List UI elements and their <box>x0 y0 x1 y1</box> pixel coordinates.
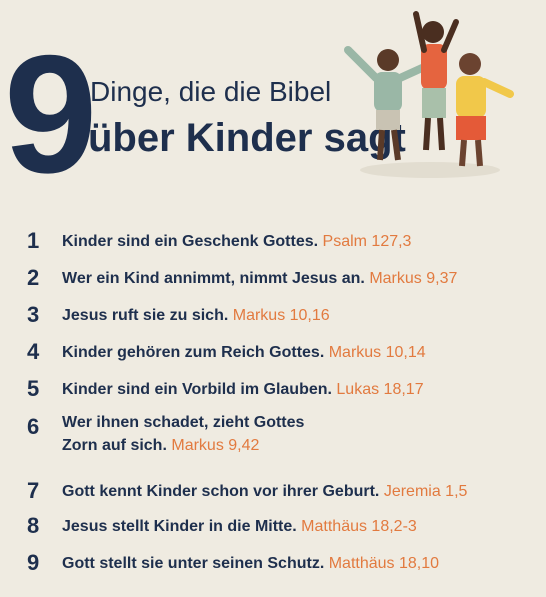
item-reference: Matthäus 18,2-3 <box>301 518 417 535</box>
item-line: Gott kennt Kinder schon vor ihrer Geburt… <box>62 483 380 500</box>
item-reference: Psalm 127,3 <box>322 233 412 250</box>
item-line: Kinder gehören zum Reich Gottes. <box>62 344 325 361</box>
item-text: Kinder sind ein Vorbild im Glauben. Luka… <box>62 378 424 401</box>
item-reference: Jeremia 1,5 <box>383 483 468 500</box>
item-reference: Markus 9,37 <box>369 270 458 287</box>
item-line: Zorn auf sich. <box>62 437 167 454</box>
item-line: Jesus stellt Kinder in die Mitte. <box>62 518 297 535</box>
item-number: 7 <box>27 478 40 503</box>
item-number: 5 <box>27 376 40 401</box>
item-number: 1 <box>27 228 40 253</box>
item-text: Gott stellt sie unter seinen Schutz. Mat… <box>62 552 439 575</box>
item-line: Kinder sind ein Vorbild im Glauben. <box>62 381 332 398</box>
item-number: 9 <box>27 550 40 575</box>
item-text: Jesus ruft sie zu sich. Markus 10,16 <box>62 304 330 327</box>
item-reference: Matthäus 18,10 <box>328 555 440 572</box>
item-text: Wer ein Kind annimmt, nimmt Jesus an. Ma… <box>62 267 457 290</box>
big-number: 9 <box>4 20 97 208</box>
item-text: Gott kennt Kinder schon vor ihrer Geburt… <box>62 480 467 503</box>
item-number: 4 <box>27 339 40 364</box>
title-line-1: Dinge, die die Bibel <box>90 76 332 107</box>
item-reference: Markus 10,14 <box>328 344 426 361</box>
item-line: Wer ihnen schadet, zieht Gottes <box>62 414 305 431</box>
item-reference: Markus 10,16 <box>232 307 330 324</box>
item-line: Jesus ruft sie zu sich. <box>62 307 229 324</box>
item-number: 3 <box>27 302 40 327</box>
title-line-2: über Kinder sagt <box>88 116 406 160</box>
item-line: Kinder sind ein Geschenk Gottes. <box>62 233 319 250</box>
item-line: Wer ein Kind annimmt, nimmt Jesus an. <box>62 270 365 287</box>
item-number: 6 <box>27 414 40 439</box>
item-text: Kinder sind ein Geschenk Gottes. Psalm 1… <box>62 230 411 253</box>
item-number: 8 <box>27 513 40 538</box>
item-reference: Markus 9,42 <box>171 437 260 454</box>
item-text: Wer ihnen schadet, zieht Gottes Zorn auf … <box>62 411 304 457</box>
item-line: Gott stellt sie unter seinen Schutz. <box>62 555 325 572</box>
item-number: 2 <box>27 265 40 290</box>
item-reference: Lukas 18,17 <box>336 381 424 398</box>
item-text: Kinder gehören zum Reich Gottes. Markus … <box>62 341 426 364</box>
children-illustration <box>344 11 514 178</box>
item-text: Jesus stellt Kinder in die Mitte. Matthä… <box>62 515 417 538</box>
